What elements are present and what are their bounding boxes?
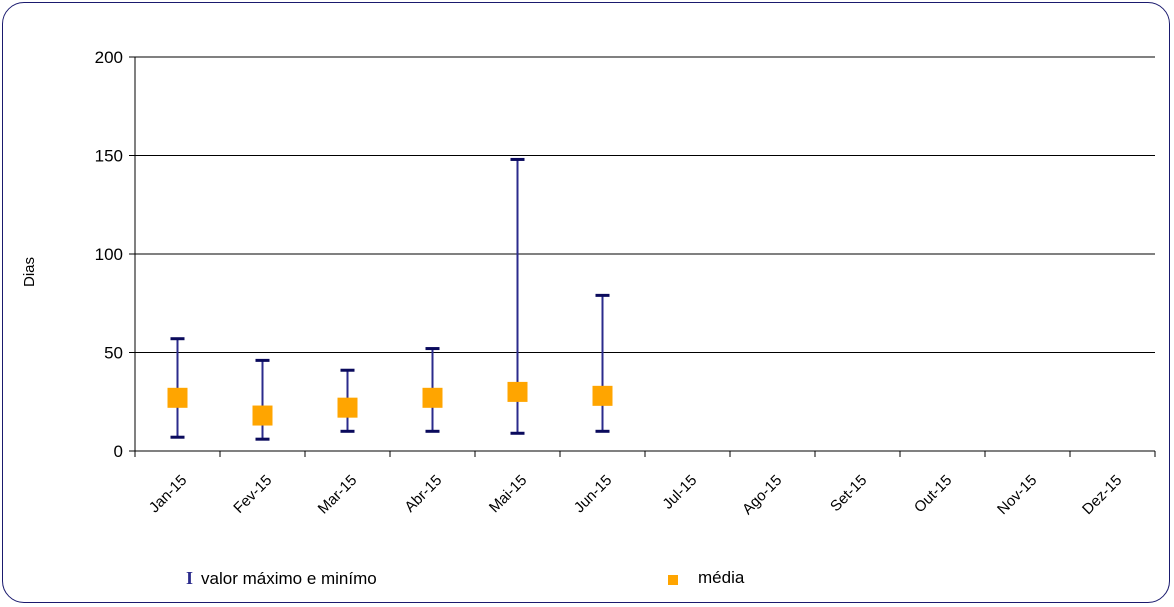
chart-plot: 0 50 100 150 200 Jan-15 Fev-15 Mar-15 Abr-15 Mai… (21, 48, 1156, 518)
y-tick-label: 100 (95, 245, 123, 264)
y-tick-label: 50 (104, 344, 123, 363)
legend-item-range: I valor máximo e minímo (186, 568, 377, 589)
x-tick-label: Set-15 (827, 472, 870, 515)
legend-label-range: valor máximo e minímo (201, 568, 377, 588)
x-tick-label: Abr-15 (401, 472, 445, 516)
mean-marker (337, 397, 358, 418)
x-tick-labels: Jan-15 Fev-15 Mar-15 Abr-15 Mai-15 Jun-15 Jul-… (146, 472, 1125, 518)
x-tick-label: Nov-15 (994, 472, 1040, 518)
x-tick-label: Jul-15 (659, 472, 700, 513)
x-tick-label: Ago-15 (739, 472, 785, 518)
y-tick-label: 150 (95, 147, 123, 166)
x-tick-label: Dez-15 (1079, 472, 1125, 518)
mean-marker (167, 387, 188, 408)
x-tick-label: Fev-15 (230, 472, 275, 517)
grid-lines (135, 56, 1155, 353)
mean-marker (422, 387, 443, 408)
legend-label-mean: média (698, 568, 745, 587)
x-tick-label: Jun-15 (571, 472, 615, 516)
mean-marker (507, 381, 528, 402)
x-tick-label: Mar-15 (315, 472, 361, 518)
legend: I valor máximo e minímo média (0, 560, 1174, 594)
axes (129, 56, 1156, 457)
x-tick-label: Out-15 (911, 472, 955, 516)
range-bars (170, 157, 610, 441)
x-tick-label: Jan-15 (146, 472, 190, 516)
y-tick-label: 0 (114, 442, 123, 461)
y-tick-labels: 0 50 100 150 200 (95, 48, 123, 461)
mean-marker (252, 405, 273, 426)
legend-item-mean: média (668, 568, 744, 588)
y-tick-label: 200 (95, 48, 123, 67)
square-marker-icon (668, 575, 678, 585)
y-axis-label: Dias (21, 257, 38, 287)
range-bar-icon: I (186, 568, 194, 588)
mean-markers (167, 381, 613, 426)
mean-marker (592, 385, 613, 406)
x-tick-label: Mai-15 (486, 472, 530, 516)
